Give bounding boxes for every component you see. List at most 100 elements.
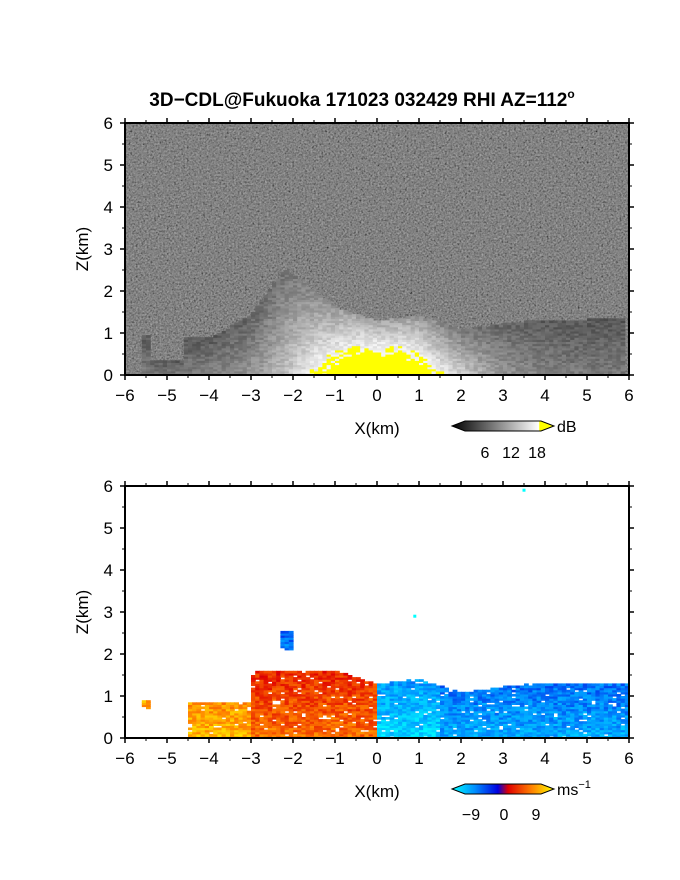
velocity-cell [318,677,323,680]
snr-cell [368,333,374,336]
snr-cell [494,335,500,338]
snr-cell [188,339,193,342]
snr-cell [591,358,596,361]
snr-cell [444,347,449,351]
snr-cell [309,343,315,347]
snr-cell [330,326,336,330]
velocity-cell [477,708,483,712]
snr-cell [326,335,332,338]
snr-cell [587,358,592,361]
snr-cell [221,347,227,351]
velocity-cell [343,719,349,722]
snr-cell [498,324,504,328]
velocity-cell [276,687,281,691]
snr-cell [616,335,622,338]
snr-cell [364,320,370,324]
snr-cell [515,339,521,342]
snr-cell [440,330,445,334]
snr-cell [410,354,416,357]
velocity-cell [440,714,445,718]
snr-cell [566,351,571,355]
velocity-cell [377,721,382,724]
velocity-cell [200,714,206,718]
snr-cell [209,337,214,340]
snr-cell [402,366,407,370]
velocity-cell [347,704,353,708]
velocity-cell [398,706,403,710]
snr-cell [192,354,197,357]
velocity-cell [230,714,235,718]
snr-cell [175,366,181,370]
snr-cell [377,368,382,372]
velocity-cell [284,723,290,726]
snr-cell [608,335,613,338]
velocity-cell [356,717,361,720]
velocity-cell [402,714,407,718]
snr-cell [276,351,281,355]
snr-cell [213,356,218,359]
velocity-cell [364,723,370,726]
velocity-cell [225,719,231,722]
snr-cell [490,351,496,355]
velocity-cell [435,733,441,737]
velocity-cell [276,727,281,731]
snr-cell [339,337,344,340]
velocity-cell [309,700,315,703]
velocity-cell [330,721,336,724]
snr-cell [540,351,546,355]
velocity-cell [209,727,214,731]
velocity-cell [225,729,231,733]
snr-cell [301,288,307,292]
velocity-cell [263,721,269,724]
snr-cell [427,328,433,332]
velocity-cell [347,685,353,689]
velocity-cell [192,735,197,738]
snr-cell [259,318,265,321]
velocity-cell [280,712,286,716]
snr-cell [503,341,508,345]
snr-cell [377,333,382,336]
velocity-cell [225,735,231,738]
snr-cell [259,326,265,330]
velocity-cell [368,721,374,724]
snr-cell [410,339,416,342]
snr-cell [377,364,382,368]
snr-cell [603,330,609,334]
snr-cell [540,322,546,326]
velocity-cell [431,696,437,699]
velocity-cell [372,685,378,689]
snr-cell [360,358,365,361]
snr-cell [272,370,277,374]
velocity-cell [339,717,344,720]
snr-cell [578,349,584,353]
velocity-cell [314,714,319,718]
snr-cell [305,320,311,324]
snr-cell [246,341,252,345]
snr-cell [603,356,609,359]
snr-cell [515,328,521,332]
velocity-cell [335,733,340,737]
snr-cell [587,335,592,338]
velocity-cell [196,719,202,722]
snr-cell [368,358,374,361]
velocity-cell [444,706,449,710]
snr-cell [377,324,382,328]
snr-cell [293,303,298,307]
snr-cell [326,333,332,336]
velocity-cell [267,725,273,729]
snr-cell [490,356,496,359]
snr-cell [309,341,315,345]
snr-cell [288,370,294,374]
velocity-cell [372,721,378,724]
snr-cell [574,335,580,338]
snr-cell [263,305,269,309]
snr-cell [284,274,290,277]
velocity-cell [238,727,244,731]
snr-cell [314,320,319,324]
velocity-cell [406,696,412,699]
velocity-cell [414,700,420,703]
velocity-cell [276,712,281,716]
snr-cell [230,343,235,347]
velocity-cell [393,719,399,722]
snr-cell [490,324,496,328]
